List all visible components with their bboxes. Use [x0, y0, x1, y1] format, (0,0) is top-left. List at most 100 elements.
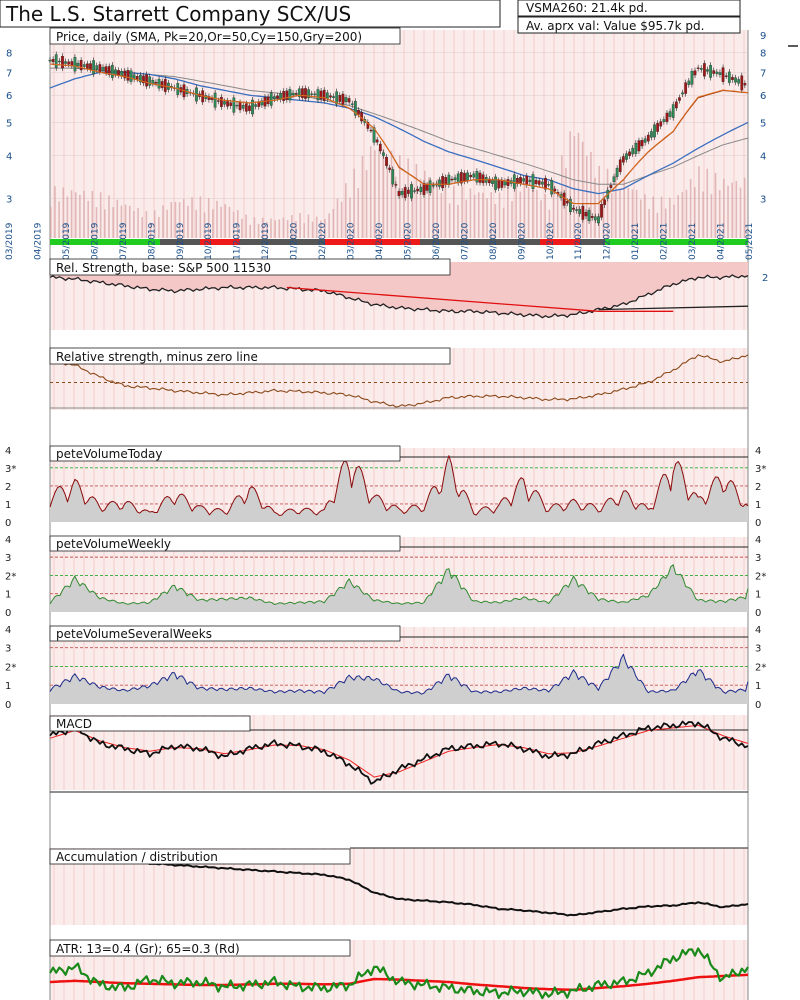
candle-body	[603, 199, 607, 205]
volume-bar	[444, 183, 447, 238]
volume-bar	[689, 178, 692, 238]
date-label: 08/2019	[147, 222, 157, 260]
volume-bar	[270, 218, 272, 238]
volume-bar	[282, 217, 285, 238]
date-label: 03/2020	[347, 222, 357, 260]
candle-body	[528, 179, 532, 182]
volume-bar	[228, 206, 231, 238]
volume-bar	[494, 204, 497, 238]
volume-bar	[299, 213, 301, 238]
rs-area	[50, 262, 748, 318]
volume-bar	[286, 219, 289, 238]
candle-body	[160, 81, 164, 88]
volume-bar	[241, 218, 243, 238]
candle-body	[64, 61, 67, 64]
candle-body	[338, 95, 342, 102]
candle-body	[547, 184, 550, 186]
sma20-line	[49, 63, 749, 205]
vsma-box	[517, 0, 741, 17]
candle-body	[737, 79, 741, 84]
volume-bar	[723, 178, 725, 238]
candle-body	[590, 216, 594, 218]
panel-title-box	[49, 939, 351, 957]
volume-bar	[278, 219, 281, 238]
volume-bar	[187, 205, 189, 238]
panel-title-box	[49, 347, 451, 365]
volume-bar	[216, 200, 218, 238]
volume-bar	[602, 192, 605, 238]
candle-body	[466, 172, 469, 181]
candle-body	[86, 63, 89, 69]
volume-bar	[403, 188, 405, 238]
volume-bar	[531, 190, 534, 238]
date-label: 06/2019	[90, 222, 100, 260]
volume-bar	[390, 150, 393, 238]
volume-bar	[411, 183, 414, 238]
ad-line	[49, 854, 749, 917]
date-label: 07/2020	[460, 222, 470, 260]
date-label: 04/2020	[375, 222, 385, 260]
candle-body	[385, 156, 388, 166]
volume-bar	[58, 201, 60, 238]
date-label: 04/2019	[34, 222, 44, 260]
volume-bar	[158, 217, 160, 238]
volume-bar	[727, 185, 729, 238]
volume-bar	[644, 194, 646, 238]
candle-body	[235, 104, 239, 107]
candle-body	[57, 60, 61, 63]
candle-body	[444, 177, 448, 185]
volume-bar	[448, 203, 451, 238]
candle-body	[659, 121, 663, 127]
vol_several-left-tick: 0	[5, 700, 11, 711]
candle-body	[251, 99, 254, 115]
date-label: 02/2020	[318, 222, 328, 260]
candle-body	[319, 90, 323, 100]
candle-body	[740, 75, 744, 91]
volume-bar	[519, 191, 522, 238]
volume-bar	[74, 192, 77, 238]
candle-body	[637, 140, 641, 152]
price-left-tick: 4	[6, 152, 12, 163]
volume-bar	[685, 189, 688, 238]
panel-title-vol_several: peteVolumeSeveralWeeks	[56, 627, 212, 641]
candle-body	[684, 82, 688, 94]
candle-body	[678, 97, 681, 101]
candle-body	[721, 67, 725, 82]
volume-bar	[320, 220, 322, 238]
candle-body	[410, 184, 413, 199]
text-layer: The L.S. Starrett Company SCX/US VSMA260…	[0, 0, 798, 957]
candle-body	[497, 180, 501, 189]
volume-bar	[706, 168, 709, 238]
vol_today-right-tick: 3*	[755, 464, 766, 475]
candle-body	[525, 175, 529, 186]
volume-bar	[477, 192, 480, 238]
volume-bar	[569, 131, 571, 238]
volume-bar	[457, 204, 459, 238]
rs-right-tick: 2	[762, 273, 768, 284]
candle-body	[743, 83, 747, 86]
volume-bar	[178, 202, 181, 238]
date-label: 06/2020	[432, 222, 442, 260]
date-label: 12/2019	[261, 222, 271, 260]
date-label: 11/2019	[233, 222, 243, 260]
candle-body	[98, 64, 102, 73]
candle-body	[213, 92, 217, 108]
volume-bar	[295, 221, 297, 238]
candle-body	[609, 185, 613, 188]
volume-bar	[415, 163, 418, 238]
volume-bar	[116, 199, 119, 238]
volume-bar	[606, 168, 609, 238]
volume-bar	[236, 210, 239, 238]
signal-strip-segment	[50, 239, 160, 245]
volume-bar	[145, 211, 148, 238]
vol_several-right-tick: 1	[755, 681, 761, 692]
candle-body	[587, 210, 591, 222]
volume-bar	[128, 205, 131, 238]
vol_today-right-tick: 4	[755, 446, 761, 457]
volume-bar	[631, 189, 634, 238]
vol_weekly-right-tick: 4	[755, 535, 761, 546]
candle-body	[625, 153, 628, 160]
candle-body	[354, 101, 357, 116]
candle-body	[120, 71, 124, 77]
volume-bar	[199, 196, 202, 238]
